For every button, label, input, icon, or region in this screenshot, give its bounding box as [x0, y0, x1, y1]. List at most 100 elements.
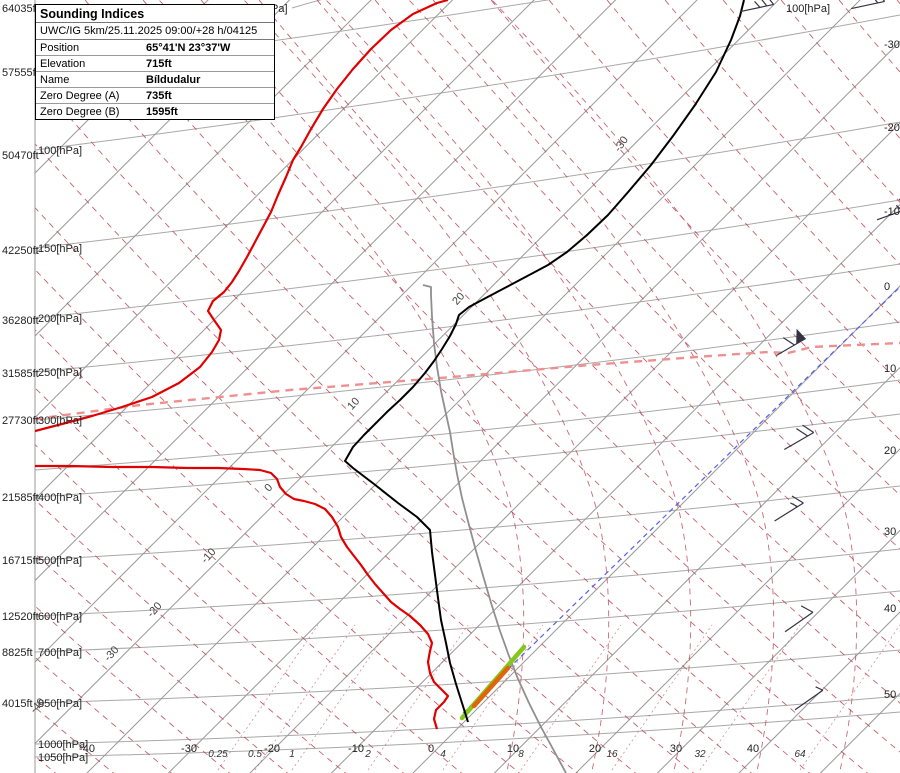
- pressure-label: 250[hPa]: [38, 367, 82, 379]
- dry-adiabat-line: [35, 143, 695, 773]
- isobar-line: [35, 321, 900, 421]
- isobar-line: [35, 548, 900, 617]
- isobar-line: [35, 121, 900, 249]
- table-row: Position 65°41'N 23°37'W: [36, 40, 274, 56]
- moist-adiabat-line: [491, 0, 858, 773]
- right-temp-label: 40: [884, 603, 896, 615]
- bottom-temp-label: 10: [507, 743, 519, 755]
- altitude-label: 57555ft: [2, 67, 39, 79]
- bottom-temp-label: 20: [589, 743, 601, 755]
- barb-shaft: [851, 0, 885, 10]
- row-label: Name: [36, 71, 142, 88]
- table-row: Elevation 715ft: [36, 55, 274, 72]
- dry-adiabat-line: [35, 387, 463, 773]
- pressure-label: 600[hPa]: [38, 611, 82, 623]
- pressure-label: 1050[hPa]: [38, 752, 88, 764]
- bottom-temp-label: 30: [670, 743, 682, 755]
- mixing-ratio-label: 0.5: [248, 749, 262, 760]
- panel-title: Sounding Indices: [36, 5, 274, 23]
- altitude-label: 64035ft: [2, 3, 39, 15]
- dry-adiabat-line: [35, 656, 173, 773]
- altitude-label: 12520ft: [2, 611, 39, 623]
- moist-adiabat-line: [408, 0, 775, 773]
- pressure-label: 700[hPa]: [38, 647, 82, 659]
- barb-shaft: [740, 3, 774, 13]
- bottom-temp-label: -30: [181, 743, 197, 755]
- sounding-indices-panel: Sounding Indices UWC/IG 5km/25.11.2025 0…: [35, 4, 275, 120]
- dry-adiabat-line: [490, 0, 900, 441]
- barb-tick-full: [802, 424, 815, 434]
- bottom-temp-label: -40: [79, 743, 95, 755]
- wind-barb: [794, 686, 824, 711]
- mixing-ratio-line: [291, 624, 393, 771]
- barb-tick-half: [790, 502, 798, 508]
- dry-adiabat-line: [548, 0, 900, 384]
- dry-adiabat-line: [35, 207, 637, 773]
- barb-tick-full: [764, 0, 775, 5]
- dry-adiabat-line: [35, 499, 347, 773]
- row-value: 715ft: [142, 55, 274, 72]
- row-label: Position: [36, 40, 142, 56]
- isobar-line: [35, 14, 900, 151]
- mixing-ratio-label: 0.25: [208, 749, 228, 760]
- pressure-label: 100[hPa]: [38, 145, 82, 157]
- barb-tick-full: [791, 495, 804, 504]
- row-value: Bíldudalur: [142, 71, 274, 88]
- dewpoint-curve: [35, 0, 449, 433]
- indices-table: Position 65°41'N 23°37'W Elevation 715ft…: [36, 40, 274, 119]
- dry-adiabat-line: [432, 0, 900, 496]
- mixing-ratio-line: [254, 624, 356, 771]
- axis-labels: 100[hPa] 150[hPa] 200[hPa] 250[hPa] 300[hPa]…: [2, 3, 900, 764]
- mixing-ratio-label: 8: [518, 749, 524, 760]
- pressure-label: 1000[hPa]: [38, 739, 88, 751]
- isotherm-line: [575, 448, 900, 773]
- adiabat-inline-label: 20: [450, 290, 467, 307]
- barb-tick-full: [800, 605, 814, 613]
- dry-adiabat-line: [780, 0, 900, 139]
- dry-adiabat-line: [35, 443, 405, 773]
- row-value: 1595ft: [146, 105, 178, 118]
- wind-barb: [775, 328, 807, 357]
- pressure-label: 850[hPa]: [38, 698, 82, 710]
- isobar-line: [35, 199, 900, 319]
- tropopause-line: [35, 341, 900, 421]
- mixing-ratio-label: 64: [794, 749, 806, 760]
- pressure-label: 400[hPa]: [38, 492, 82, 504]
- dry-adiabat-line: [664, 0, 900, 265]
- altitude-label: 4015ft: [2, 698, 33, 710]
- panel-run-info: UWC/IG 5km/25.11.2025 09:00/+28 h/04125: [36, 23, 274, 40]
- mixing-ratio-label: 16: [606, 749, 618, 760]
- mixing-ratio-line: [442, 624, 544, 771]
- wind-barb: [784, 605, 814, 633]
- wind-barb: [851, 0, 886, 10]
- isobar-line: [35, 649, 900, 704]
- mixing-ratio-label: 4: [440, 749, 446, 760]
- pressure-label: 200[hPa]: [38, 313, 82, 325]
- top-edge-label: Pa]: [271, 3, 288, 15]
- mixing-ratio-line: [217, 624, 319, 771]
- mixing-ratio-line: [611, 624, 713, 771]
- barb-tick-half: [895, 204, 900, 212]
- isobar-line: [35, 485, 900, 561]
- mixing-ratio-label: 2: [364, 749, 371, 760]
- right-temp-label: -10: [884, 206, 900, 218]
- right-temp-label: 0: [884, 281, 890, 293]
- mixing-ratio-line: [799, 624, 900, 771]
- barb-tick-full: [757, 0, 768, 7]
- dry-adiabat-line: [35, 328, 521, 773]
- isotherm-line: [738, 611, 900, 773]
- barb-tick-full: [796, 428, 808, 437]
- dry-adiabat-line: [722, 0, 900, 203]
- layer-highlight-orange: [471, 665, 511, 709]
- adiabat-inline-label: -30: [102, 644, 122, 664]
- dry-adiabat-line: [35, 605, 231, 773]
